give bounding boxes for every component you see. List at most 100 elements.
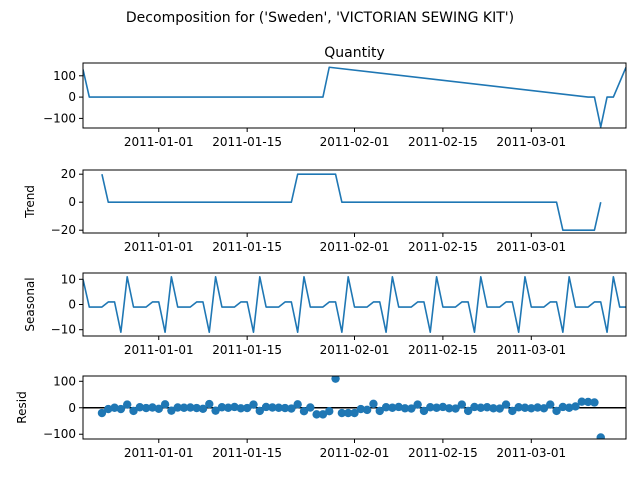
- resid-point: [211, 406, 220, 415]
- xtick-label: 2011-02-01: [320, 343, 390, 357]
- resid-point: [400, 404, 410, 413]
- resid-point: [552, 406, 561, 416]
- ytick-label: 10: [61, 272, 76, 286]
- resid-point: [438, 402, 448, 412]
- xtick-label: 2011-01-01: [124, 135, 194, 149]
- xtick-label: 2011-03-01: [496, 135, 566, 149]
- resid-point: [590, 398, 599, 407]
- quantity-panel-title: Quantity: [324, 45, 385, 61]
- resid-point: [539, 404, 549, 413]
- resid-point: [356, 404, 366, 414]
- resid-point: [407, 404, 416, 413]
- ytick-label: 100: [53, 374, 76, 388]
- resid-point: [104, 404, 113, 414]
- resid-point: [173, 403, 182, 412]
- resid-point: [337, 408, 347, 418]
- resid-point: [287, 404, 296, 413]
- xtick-label: 2011-02-01: [320, 240, 390, 254]
- resid-point: [596, 433, 605, 439]
- resid-point: [116, 404, 126, 414]
- resid-point: [205, 399, 214, 409]
- resid-point: [426, 403, 435, 412]
- resid-point: [154, 404, 163, 414]
- resid-point: [186, 403, 195, 412]
- resid-point: [242, 403, 252, 413]
- resid-point: [129, 406, 138, 416]
- resid-point: [369, 399, 378, 408]
- resid-point: [141, 403, 151, 413]
- resid-point: [381, 403, 391, 412]
- resid-point: [236, 404, 246, 413]
- resid-point: [463, 406, 473, 416]
- resid-point: [432, 403, 441, 412]
- resid-point: [388, 403, 397, 412]
- resid-point: [274, 403, 283, 412]
- resid-point: [280, 403, 290, 413]
- resid-point: [577, 397, 586, 406]
- resid-point: [520, 403, 530, 412]
- series-line: [101, 173, 602, 231]
- resid-point: [217, 403, 227, 412]
- resid-point: [495, 404, 504, 413]
- xtick-label: 2011-02-01: [320, 446, 390, 460]
- resid-point: [255, 406, 264, 416]
- resid-point: [318, 410, 328, 419]
- quantity-panel: Quantity 100 0 −100 2011-01-01 2011-01-15 201…: [43, 45, 627, 149]
- resid-point: [312, 410, 321, 419]
- resid-point: [192, 403, 201, 413]
- resid-point: [451, 404, 460, 413]
- resid-point: [546, 400, 555, 409]
- seasonal-panel: Seasonal 10 0 −10 2011-01-01 2011-01-15 2011-…: [23, 272, 627, 357]
- resid-point: [167, 406, 176, 415]
- resid-point: [249, 400, 258, 409]
- resid-point: [583, 397, 593, 407]
- xtick-label: 2011-02-01: [320, 135, 390, 149]
- resid-point: [558, 402, 568, 412]
- resid-point: [97, 408, 107, 418]
- resid-point: [419, 406, 429, 416]
- xtick-label: 2011-02-15: [408, 240, 478, 254]
- resid-point: [230, 402, 239, 412]
- resid-point: [470, 402, 479, 412]
- resid-point: [350, 408, 359, 418]
- resid-point: [268, 403, 277, 412]
- seasonal-panel-ylabel: Seasonal: [23, 277, 37, 331]
- xtick-label: 2011-03-01: [496, 343, 566, 357]
- resid-point: [571, 402, 580, 411]
- ytick-label: 20: [61, 167, 76, 181]
- resid-point: [445, 404, 454, 413]
- xtick-label: 2011-01-15: [212, 240, 282, 254]
- resid-point: [457, 400, 467, 409]
- xtick-label: 2011-03-01: [496, 446, 566, 460]
- ytick-label: 0: [68, 401, 76, 415]
- trend-panel-ylabel: Trend: [23, 185, 37, 219]
- resid-point: [362, 405, 372, 415]
- resid-point: [198, 404, 208, 414]
- ytick-label: 0: [68, 195, 76, 209]
- resid-panel-ylabel: Resid: [15, 391, 29, 423]
- resid-point: [325, 407, 334, 416]
- ytick-label: 0: [68, 90, 76, 104]
- ytick-label: −10: [51, 323, 76, 337]
- trend-panel: Trend 20 0 −20 2011-01-01 2011-01-15 2011-02-…: [23, 167, 627, 254]
- resid-point: [261, 402, 271, 412]
- xtick-label: 2011-01-01: [124, 446, 194, 460]
- resid-point: [224, 403, 233, 412]
- resid-point: [482, 403, 492, 412]
- xtick-label: 2011-03-01: [496, 240, 566, 254]
- xtick-label: 2011-01-15: [212, 135, 282, 149]
- ytick-label: −100: [43, 427, 76, 441]
- resid-point: [527, 404, 536, 413]
- resid-point: [564, 403, 574, 412]
- resid-point: [148, 403, 157, 412]
- resid-point: [394, 402, 403, 412]
- resid-point: [110, 403, 119, 412]
- quantity-panel-frame: [82, 62, 627, 129]
- resid-point: [331, 376, 340, 383]
- resid-point: [413, 400, 422, 409]
- resid-point: [476, 403, 485, 412]
- ytick-label: −100: [43, 111, 76, 125]
- xtick-label: 2011-02-15: [408, 446, 478, 460]
- resid-point: [135, 403, 145, 412]
